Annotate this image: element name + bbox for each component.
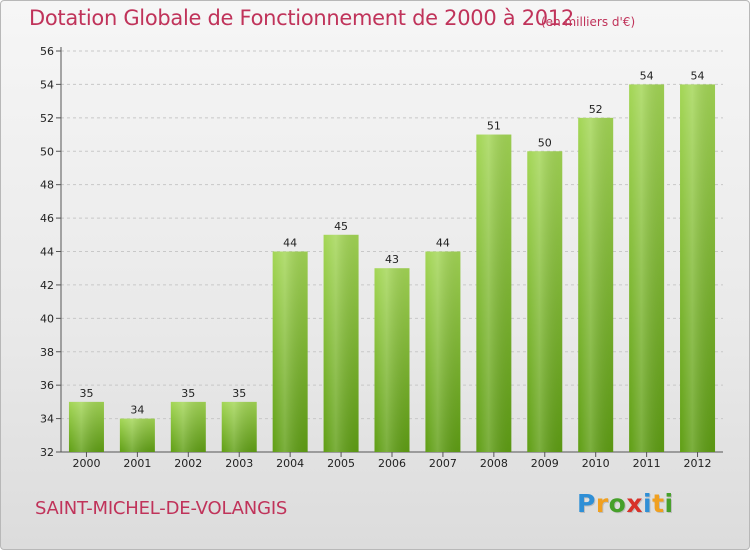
y-tick-label: 52 <box>40 112 54 125</box>
x-tick-label: 2007 <box>429 457 457 470</box>
x-tick-label: 2000 <box>72 457 100 470</box>
y-tick-label: 50 <box>40 145 54 158</box>
x-tick-label: 2004 <box>276 457 304 470</box>
bar-value-label: 45 <box>334 220 348 233</box>
y-tick-label: 46 <box>40 212 54 225</box>
bar-shine <box>68 401 104 452</box>
y-tick-label: 36 <box>40 379 54 392</box>
x-tick-label: 2011 <box>633 457 661 470</box>
bar-value-label: 44 <box>283 237 297 250</box>
logo-letter: t <box>652 489 665 518</box>
x-tick-label: 2001 <box>123 457 151 470</box>
bar-shine <box>119 418 155 452</box>
y-tick-label: 54 <box>40 78 54 91</box>
x-tick-label: 2008 <box>480 457 508 470</box>
y-tick-label: 32 <box>40 446 54 459</box>
logo-letter: r <box>595 489 609 518</box>
y-tick-label: 38 <box>40 346 54 359</box>
x-tick-label: 2012 <box>684 457 712 470</box>
bar-shine <box>170 401 206 452</box>
y-tick-label: 40 <box>40 312 54 325</box>
bar-value-label: 43 <box>385 253 399 266</box>
chart-unit: (en milliers d'€) <box>541 15 636 29</box>
bar-value-label: 54 <box>640 69 654 82</box>
x-tick-label: 2006 <box>378 457 406 470</box>
bar-shine <box>578 117 614 452</box>
bars <box>68 84 716 453</box>
bar-shine <box>425 251 461 452</box>
bar-value-label: 54 <box>691 69 705 82</box>
labels: 32 34 36 38 40 42 44 46 48 50 52 54 56 35 2000 34 2001 35… <box>40 45 712 470</box>
y-tick-label: 34 <box>40 413 54 426</box>
bar-shine <box>680 84 716 453</box>
logo-letter: i <box>664 489 674 518</box>
x-tick-label: 2009 <box>531 457 559 470</box>
x-tick-label: 2003 <box>225 457 253 470</box>
bar-value-label: 35 <box>79 387 93 400</box>
bar-shine <box>374 268 410 452</box>
logo-letter: i <box>643 489 653 518</box>
bar-value-label: 35 <box>232 387 246 400</box>
logo-letter: o <box>608 489 627 518</box>
x-tick-label: 2002 <box>174 457 202 470</box>
bar-shine <box>527 151 563 452</box>
bar-value-label: 51 <box>487 120 501 133</box>
bar-value-label: 52 <box>589 103 603 116</box>
chart-title: Dotation Globale de Fonctionnement de 20… <box>29 6 574 30</box>
bar-shine <box>476 134 512 452</box>
y-tick-label: 42 <box>40 279 54 292</box>
bar-shine <box>323 234 359 452</box>
bar-shine <box>629 84 665 453</box>
commune-name: SAINT-MICHEL-DE-VOLANGIS <box>35 498 288 519</box>
bar-value-label: 44 <box>436 237 450 250</box>
bar-value-label: 50 <box>538 136 552 149</box>
x-tick-label: 2010 <box>582 457 610 470</box>
logo-letter: P <box>577 489 596 518</box>
y-tick-label: 56 <box>40 45 54 58</box>
x-tick-label: 2005 <box>327 457 355 470</box>
bar-value-label: 34 <box>130 404 144 417</box>
bar-shine <box>221 401 257 452</box>
bar-shine <box>272 251 308 452</box>
logo-letter: x <box>626 489 643 518</box>
y-tick-label: 44 <box>40 246 54 259</box>
bar-value-label: 35 <box>181 387 195 400</box>
y-tick-label: 48 <box>40 179 54 192</box>
proxiti-logo: Proxiti <box>577 489 674 518</box>
